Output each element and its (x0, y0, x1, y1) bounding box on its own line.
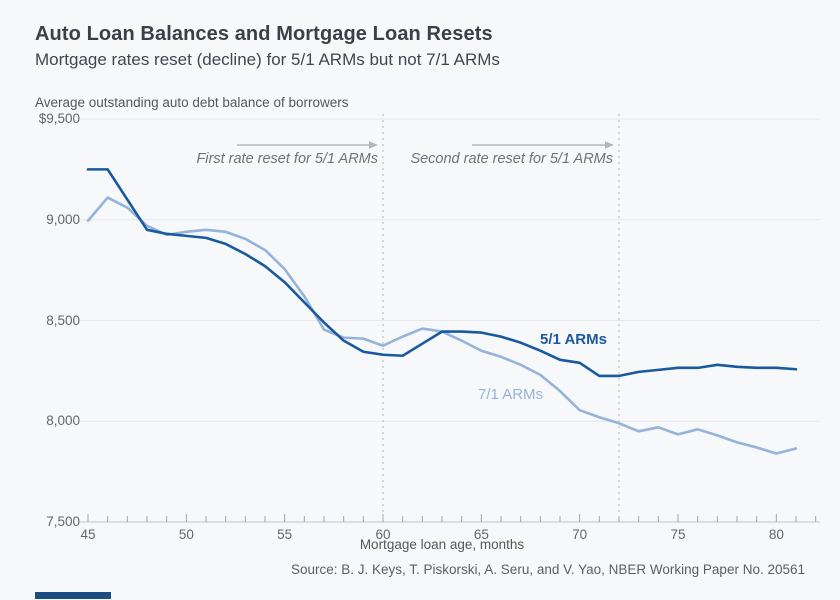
x-tick-label: 75 (670, 527, 686, 542)
y-tick-label: 9,000 (46, 211, 80, 227)
y-tick-label: $9,500 (38, 111, 80, 126)
y-tick-label: 8,500 (46, 312, 80, 328)
y-tick-label: 7,500 (46, 514, 80, 529)
x-tick-label: 60 (375, 527, 391, 542)
series-label-7-1-arms: 7/1 ARMs (478, 386, 544, 403)
x-axis-title: Mortgage loan age, months (359, 537, 525, 552)
series-line-5-1-arms (86, 168, 798, 378)
x-tick-label: 65 (473, 527, 489, 542)
chart-subtitle: Mortgage rates reset (decline) for 5/1 A… (35, 50, 500, 69)
y-axis-caption: Average outstanding auto debt balance of… (35, 95, 349, 110)
arrow-head-icon (605, 141, 614, 149)
x-tick-label: 55 (277, 527, 293, 542)
arrow-head-icon (369, 141, 378, 149)
chart-title: Auto Loan Balances and Mortgage Loan Res… (35, 23, 493, 45)
annotation-second-reset: Second rate reset for 5/1 ARMs (410, 151, 613, 167)
x-tick-label: 45 (80, 527, 96, 542)
y-tick-label: 8,000 (46, 413, 80, 429)
source-credit: Source: B. J. Keys, T. Piskorski, A. Ser… (290, 562, 805, 577)
nber-accent-bar (35, 592, 111, 599)
x-tick-label: 50 (178, 527, 194, 542)
annotation-first-reset: First rate reset for 5/1 ARMs (196, 151, 378, 167)
series-label-5-1-arms: 5/1 ARMs (540, 331, 607, 348)
x-tick-label: 80 (768, 527, 784, 542)
x-tick-label: 70 (572, 527, 588, 542)
